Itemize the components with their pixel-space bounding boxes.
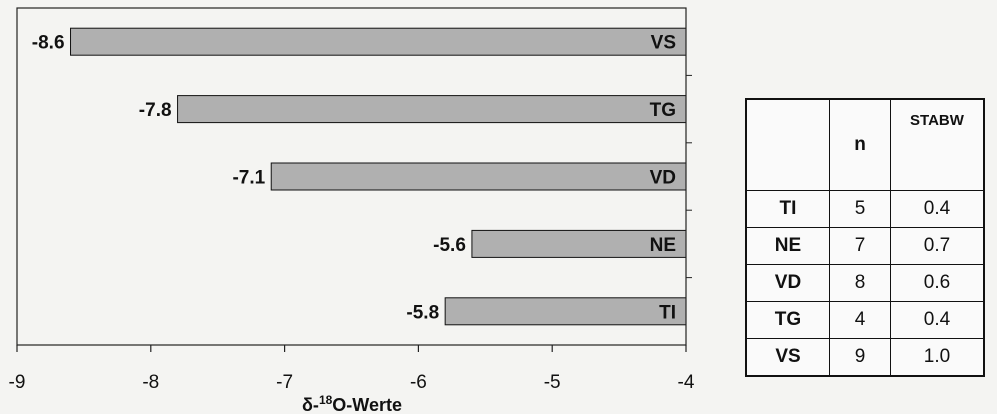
header-n: n bbox=[829, 98, 891, 191]
row-n: 9 bbox=[829, 338, 891, 377]
bar-value-label: -5.6 bbox=[433, 235, 466, 256]
x-axis-label: δ-18O-Werte bbox=[302, 393, 402, 414]
bar-value-label: -7.8 bbox=[139, 100, 172, 121]
bar-value-label: -8.6 bbox=[32, 33, 65, 54]
row-site: VD bbox=[745, 264, 830, 302]
bar-ti bbox=[444, 297, 687, 326]
bar-category-label: VS bbox=[651, 33, 676, 54]
row-stabw: 1.0 bbox=[890, 338, 985, 377]
table-row: TG 4 0.4 bbox=[745, 301, 985, 339]
row-stabw: 0.6 bbox=[890, 264, 985, 302]
x-tick-label: -6 bbox=[410, 372, 427, 393]
stats-table: n STABW TI 5 0.4 NE 7 0.7 VD 8 0.6 TG 4 … bbox=[745, 98, 985, 377]
header-site bbox=[745, 98, 830, 191]
table-row: NE 7 0.7 bbox=[745, 227, 985, 265]
row-stabw: 0.7 bbox=[890, 227, 985, 265]
plot-frame bbox=[16, 7, 687, 346]
x-tick-label: -5 bbox=[544, 372, 561, 393]
row-site: TI bbox=[745, 190, 830, 228]
row-n: 8 bbox=[829, 264, 891, 302]
bar-vs bbox=[70, 27, 687, 56]
bar-category-label: NE bbox=[650, 235, 676, 256]
x-tick-label: -9 bbox=[9, 372, 26, 393]
row-site: TG bbox=[745, 301, 830, 339]
row-site: NE bbox=[745, 227, 830, 265]
row-stabw: 0.4 bbox=[890, 190, 985, 228]
stats-header-row: n STABW bbox=[745, 98, 985, 191]
bar-value-label: -7.1 bbox=[232, 168, 265, 189]
bar-vd bbox=[270, 162, 687, 191]
table-row: VD 8 0.6 bbox=[745, 264, 985, 302]
x-axis-label-suffix: O-Werte bbox=[332, 395, 402, 414]
x-tick-label: -4 bbox=[678, 372, 695, 393]
bar-category-label: VD bbox=[650, 168, 676, 189]
x-tick-label: -7 bbox=[276, 372, 293, 393]
row-stabw: 0.4 bbox=[890, 301, 985, 339]
header-stabw: STABW bbox=[890, 98, 985, 191]
bar-category-label: TI bbox=[659, 302, 676, 323]
bar-tg bbox=[177, 95, 687, 124]
x-axis-label-sup: 18 bbox=[319, 393, 333, 407]
bar-chart: VS-8.6TG-7.8VD-7.1NE-5.6TI-5.8 -9 -8 -7 -6-… bbox=[9, 7, 695, 414]
table-row: VS 9 1.0 bbox=[745, 338, 985, 377]
row-site: VS bbox=[745, 338, 830, 377]
bars-group: VS -8.6 TG -7.8 VD -7.1 NE -5.6 TI -5.8 bbox=[32, 27, 687, 326]
row-n: 7 bbox=[829, 227, 891, 265]
x-tick-label: -8 bbox=[142, 372, 159, 393]
bar-value-label: -5.8 bbox=[406, 302, 439, 323]
table-row: TI 5 0.4 bbox=[745, 190, 985, 228]
axes-group: -9 -8 -7 -6 -5 -4 bbox=[9, 7, 695, 393]
row-n: 4 bbox=[829, 301, 891, 339]
bar-category-label: TG bbox=[650, 100, 676, 121]
x-axis-label-prefix: δ- bbox=[302, 395, 319, 414]
bar-ne bbox=[471, 229, 687, 258]
row-n: 5 bbox=[829, 190, 891, 228]
